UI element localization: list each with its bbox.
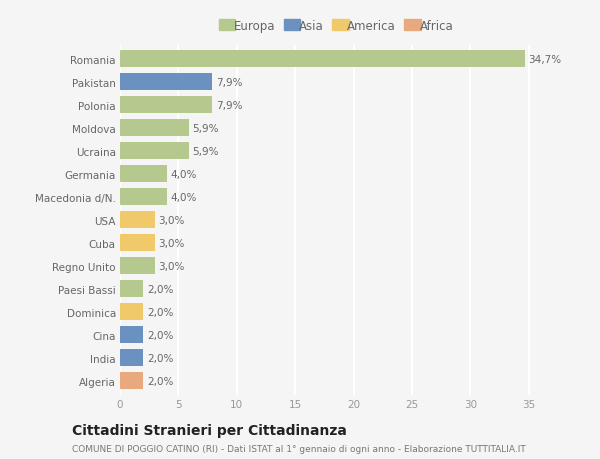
Bar — [120, 51, 525, 68]
Bar — [120, 212, 155, 229]
Bar — [120, 303, 143, 321]
Text: 34,7%: 34,7% — [529, 55, 562, 65]
Text: 2,0%: 2,0% — [147, 330, 173, 340]
Bar — [120, 257, 155, 275]
Bar — [120, 120, 189, 137]
Bar — [120, 74, 212, 91]
Bar — [120, 166, 167, 183]
Text: 2,0%: 2,0% — [147, 307, 173, 317]
Text: 7,9%: 7,9% — [216, 78, 242, 88]
Bar — [120, 97, 212, 114]
Text: 2,0%: 2,0% — [147, 353, 173, 363]
Text: 4,0%: 4,0% — [170, 192, 197, 202]
Text: 7,9%: 7,9% — [216, 101, 242, 111]
Text: 2,0%: 2,0% — [147, 376, 173, 386]
Text: 4,0%: 4,0% — [170, 169, 197, 179]
Bar — [120, 235, 155, 252]
Text: 2,0%: 2,0% — [147, 284, 173, 294]
Text: COMUNE DI POGGIO CATINO (RI) - Dati ISTAT al 1° gennaio di ogni anno - Elaborazi: COMUNE DI POGGIO CATINO (RI) - Dati ISTA… — [72, 444, 526, 453]
Text: 5,9%: 5,9% — [193, 123, 219, 134]
Text: Cittadini Stranieri per Cittadinanza: Cittadini Stranieri per Cittadinanza — [72, 423, 347, 437]
Bar — [120, 372, 143, 390]
Legend: Europa, Asia, America, Africa: Europa, Asia, America, Africa — [215, 17, 457, 37]
Bar — [120, 189, 167, 206]
Text: 3,0%: 3,0% — [158, 215, 185, 225]
Text: 3,0%: 3,0% — [158, 238, 185, 248]
Bar — [120, 143, 189, 160]
Text: 3,0%: 3,0% — [158, 261, 185, 271]
Bar — [120, 326, 143, 344]
Text: 5,9%: 5,9% — [193, 146, 219, 157]
Bar — [120, 280, 143, 298]
Bar — [120, 349, 143, 367]
